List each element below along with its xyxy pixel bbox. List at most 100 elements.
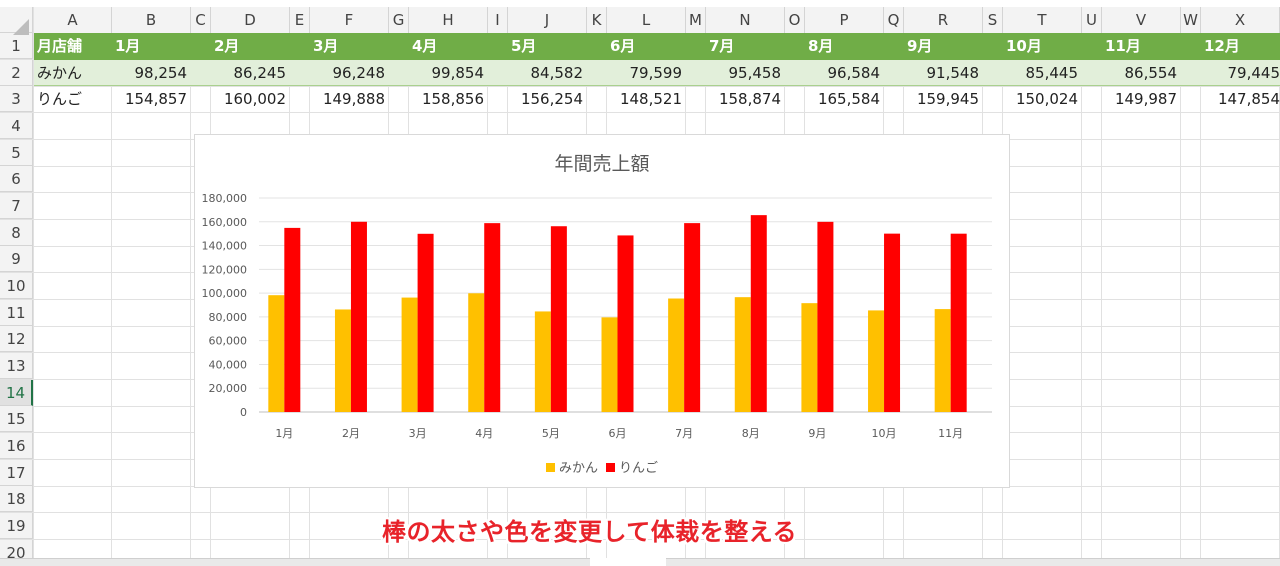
column-header-q[interactable]: Q: [884, 7, 904, 33]
bar-ringo[interactable]: [750, 215, 767, 412]
row-header-2[interactable]: 2: [0, 60, 33, 86]
bar-mikan[interactable]: [534, 311, 551, 412]
column-header-l[interactable]: L: [607, 7, 686, 33]
cell-value[interactable]: 98,254: [134, 64, 188, 82]
column-header-v[interactable]: V: [1102, 7, 1181, 33]
cell-month-header[interactable]: 1月: [115, 37, 141, 55]
chart-plot-area[interactable]: 0 20,000 40,000 60,000 80,000 100,000 120,000 1…: [195, 135, 1011, 489]
bar-ringo[interactable]: [350, 221, 367, 412]
bar-ringo[interactable]: [817, 221, 834, 412]
bar-mikan[interactable]: [801, 303, 818, 412]
cell-month-header[interactable]: 7月: [709, 37, 735, 55]
chart-title[interactable]: 年間売上額: [554, 153, 650, 175]
column-header-g[interactable]: G: [389, 7, 409, 33]
cell-month-header[interactable]: 8月: [808, 37, 834, 55]
cell-month-header[interactable]: 12月: [1204, 37, 1240, 55]
bar-ringo[interactable]: [417, 233, 434, 412]
column-header-c[interactable]: C: [191, 7, 211, 33]
cell-month-header[interactable]: 10月: [1006, 37, 1042, 55]
row-header-5[interactable]: 5: [0, 140, 33, 166]
cell-value[interactable]: 156,254: [520, 90, 583, 108]
bar-mikan[interactable]: [268, 295, 285, 412]
row-header-15[interactable]: 15: [0, 406, 33, 432]
column-header-p[interactable]: P: [805, 7, 884, 33]
cell-value[interactable]: 149,987: [1114, 90, 1177, 108]
column-header-t[interactable]: T: [1003, 7, 1082, 33]
cell-month-header[interactable]: 2月: [214, 37, 240, 55]
row-header-17[interactable]: 17: [0, 460, 33, 486]
row-header-11[interactable]: 11: [0, 300, 33, 326]
row-header-18[interactable]: 18: [0, 486, 33, 512]
cell-value[interactable]: 158,856: [421, 90, 484, 108]
row-header-4[interactable]: 4: [0, 113, 33, 139]
row-header-19[interactable]: 19: [0, 513, 33, 539]
column-header-o[interactable]: O: [785, 7, 805, 33]
bar-mikan[interactable]: [868, 310, 885, 412]
bar-mikan[interactable]: [734, 297, 751, 412]
cell-header-label[interactable]: 月店舗: [37, 37, 83, 55]
cell-value[interactable]: 85,445: [1025, 64, 1079, 82]
column-header-m[interactable]: M: [686, 7, 706, 33]
bar-mikan[interactable]: [601, 317, 618, 412]
row-header-10[interactable]: 10: [0, 273, 33, 299]
row-header-14[interactable]: 14: [0, 380, 33, 406]
select-all-corner[interactable]: [0, 7, 33, 35]
column-header-u[interactable]: U: [1082, 7, 1102, 33]
row-header-7[interactable]: 7: [0, 193, 33, 219]
row-header-1[interactable]: 1: [0, 33, 33, 59]
column-header-f[interactable]: F: [310, 7, 389, 33]
cell-value[interactable]: 160,002: [223, 90, 286, 108]
bar-mikan[interactable]: [934, 309, 951, 412]
row-header-9[interactable]: 9: [0, 246, 33, 272]
cell-month-header[interactable]: 4月: [412, 37, 438, 55]
column-header-w[interactable]: W: [1181, 7, 1201, 33]
cell-value[interactable]: 99,854: [431, 64, 485, 82]
row-header-6[interactable]: 6: [0, 166, 33, 192]
row-header-13[interactable]: 13: [0, 353, 33, 379]
column-header-b[interactable]: B: [112, 7, 191, 33]
cell-value[interactable]: 79,599: [629, 64, 683, 82]
sheet-tab[interactable]: [590, 558, 666, 566]
cell-value[interactable]: 148,521: [619, 90, 682, 108]
column-header-k[interactable]: K: [587, 7, 607, 33]
row-header-3[interactable]: 3: [0, 86, 33, 112]
column-header-r[interactable]: R: [904, 7, 983, 33]
row-header-16[interactable]: 16: [0, 433, 33, 459]
bar-ringo[interactable]: [550, 226, 567, 412]
column-header-d[interactable]: D: [211, 7, 290, 33]
cell-month-header[interactable]: 3月: [313, 37, 339, 55]
column-header-s[interactable]: S: [983, 7, 1003, 33]
column-header-x[interactable]: X: [1201, 7, 1280, 33]
cell-value[interactable]: 147,854: [1217, 90, 1280, 108]
column-header-n[interactable]: N: [706, 7, 785, 33]
cell-value[interactable]: 150,024: [1015, 90, 1078, 108]
bar-mikan[interactable]: [401, 297, 418, 412]
bar-ringo[interactable]: [950, 233, 967, 412]
cell-month-header[interactable]: 11月: [1105, 37, 1141, 55]
bar-mikan[interactable]: [334, 309, 351, 412]
cell-value[interactable]: 96,584: [827, 64, 881, 82]
cell-value[interactable]: 86,245: [233, 64, 287, 82]
column-header-a[interactable]: A: [34, 7, 112, 33]
bar-ringo[interactable]: [684, 223, 701, 412]
cell-value[interactable]: 165,584: [817, 90, 880, 108]
cell-value[interactable]: 149,888: [322, 90, 385, 108]
cell-month-header[interactable]: 9月: [907, 37, 933, 55]
cell-value[interactable]: 84,582: [530, 64, 584, 82]
bar-ringo[interactable]: [617, 235, 634, 412]
column-header-i[interactable]: I: [488, 7, 508, 33]
cell-value[interactable]: 158,874: [718, 90, 781, 108]
cell-value[interactable]: 95,458: [728, 64, 782, 82]
chart-legend[interactable]: みかん りんご: [195, 457, 1009, 476]
bar-mikan[interactable]: [468, 293, 485, 412]
bar-ringo[interactable]: [484, 223, 501, 412]
row-header-8[interactable]: 8: [0, 220, 33, 246]
cell-month-header[interactable]: 6月: [610, 37, 636, 55]
cell-value[interactable]: 154,857: [124, 90, 187, 108]
cell-row-label[interactable]: みかん: [37, 64, 83, 82]
cell-value[interactable]: 86,554: [1124, 64, 1178, 82]
cell-value[interactable]: 159,945: [916, 90, 979, 108]
bar-ringo[interactable]: [884, 233, 901, 412]
cell-value[interactable]: 79,445: [1227, 64, 1280, 82]
